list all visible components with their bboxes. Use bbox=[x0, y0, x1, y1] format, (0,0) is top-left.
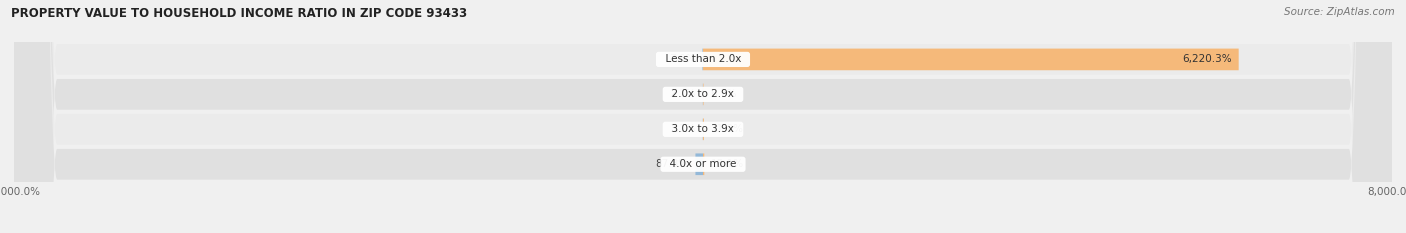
Text: PROPERTY VALUE TO HOUSEHOLD INCOME RATIO IN ZIP CODE 93433: PROPERTY VALUE TO HOUSEHOLD INCOME RATIO… bbox=[11, 7, 467, 20]
Text: 2.0x to 2.9x: 2.0x to 2.9x bbox=[665, 89, 741, 99]
Text: Less than 2.0x: Less than 2.0x bbox=[658, 55, 748, 64]
FancyBboxPatch shape bbox=[696, 154, 703, 175]
Text: 2.1%: 2.1% bbox=[669, 89, 696, 99]
FancyBboxPatch shape bbox=[14, 0, 1392, 233]
Text: 7.0%: 7.0% bbox=[669, 55, 696, 64]
Text: 87.8%: 87.8% bbox=[655, 159, 689, 169]
FancyBboxPatch shape bbox=[14, 0, 1392, 233]
FancyBboxPatch shape bbox=[14, 0, 1392, 233]
Text: 6.7%: 6.7% bbox=[710, 89, 737, 99]
Text: 6,220.3%: 6,220.3% bbox=[1182, 55, 1232, 64]
Text: 15.1%: 15.1% bbox=[711, 159, 744, 169]
Text: 3.0x to 3.9x: 3.0x to 3.9x bbox=[665, 124, 741, 134]
FancyBboxPatch shape bbox=[14, 0, 1392, 233]
Text: 3.1%: 3.1% bbox=[669, 124, 696, 134]
Text: 4.0x or more: 4.0x or more bbox=[664, 159, 742, 169]
Text: 11.0%: 11.0% bbox=[711, 124, 744, 134]
Text: Source: ZipAtlas.com: Source: ZipAtlas.com bbox=[1284, 7, 1395, 17]
FancyBboxPatch shape bbox=[703, 49, 1239, 70]
